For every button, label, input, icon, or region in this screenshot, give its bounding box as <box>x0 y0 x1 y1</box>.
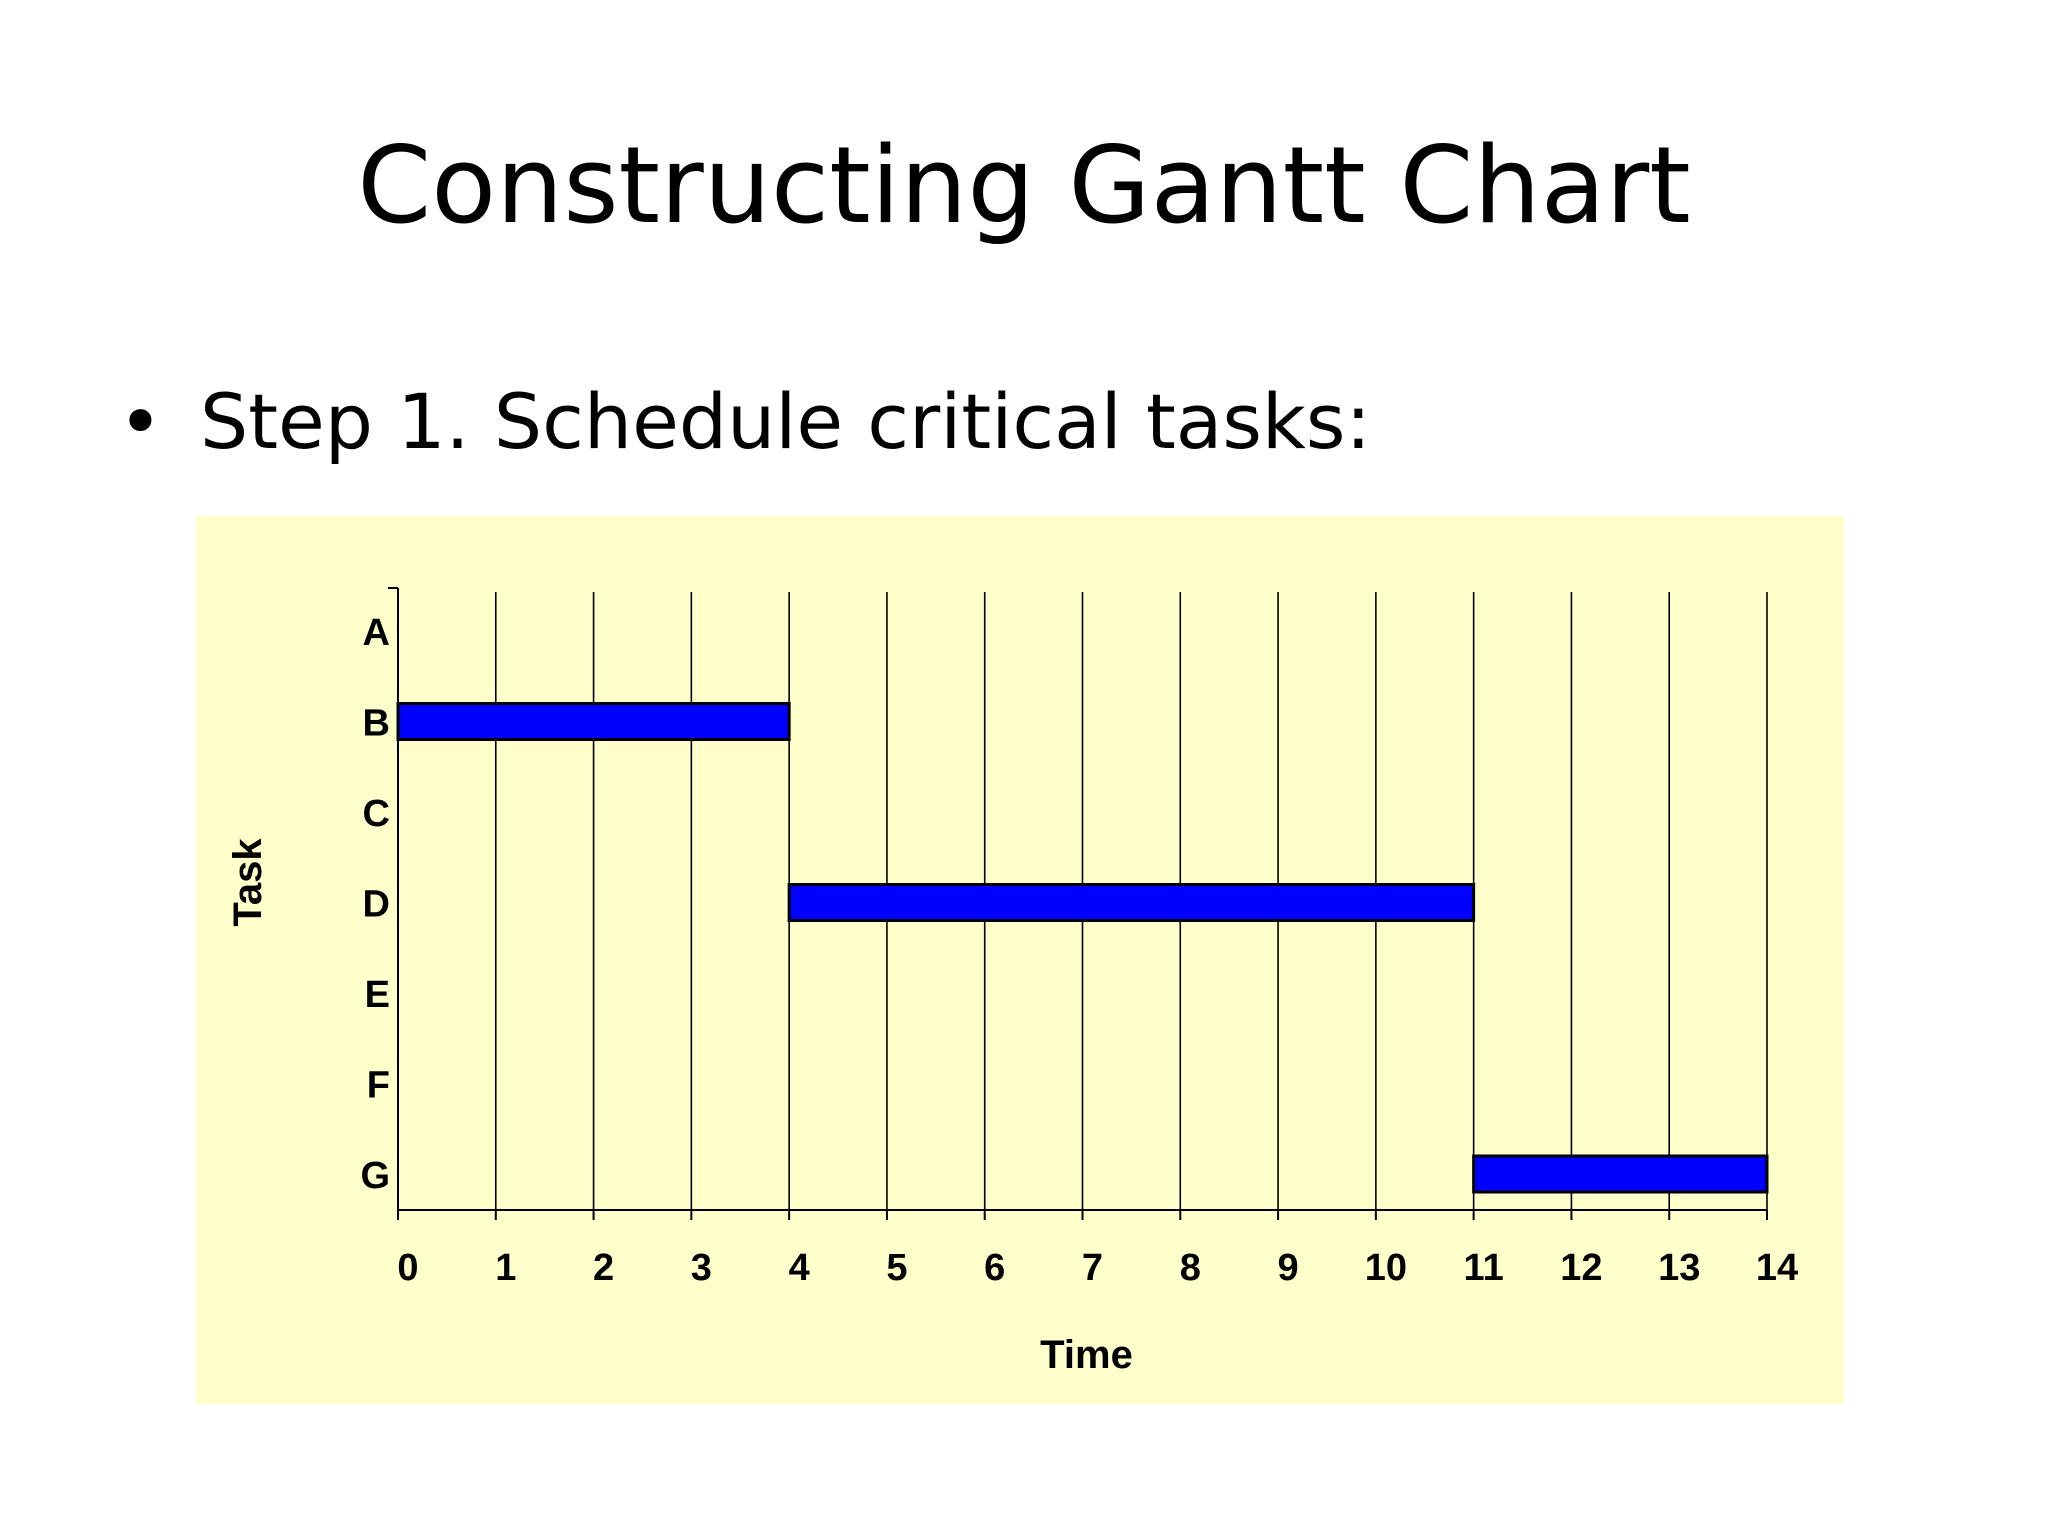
x-tick-label-8: 8 <box>1180 1247 1201 1289</box>
bullet-item: • Step 1. Schedule critical tasks: <box>118 380 1371 464</box>
gantt-bar-d <box>787 883 1476 922</box>
x-tick-label-7: 7 <box>1082 1247 1103 1289</box>
bullet-text: Step 1. Schedule critical tasks: <box>200 377 1372 466</box>
x-tick-label-13: 13 <box>1658 1247 1700 1289</box>
x-tick-label-4: 4 <box>789 1247 810 1289</box>
axes <box>388 587 1768 1220</box>
x-tick-label-0: 0 <box>397 1247 418 1289</box>
y-tick-label-g: G <box>360 1155 390 1197</box>
x-tick-label-11: 11 <box>1464 1247 1504 1289</box>
x-tick-label-12: 12 <box>1560 1247 1602 1289</box>
x-tick-label-9: 9 <box>1278 1247 1299 1289</box>
y-tick-labels: A B C D E F G <box>360 612 390 1197</box>
y-axis-label: Task <box>226 838 270 927</box>
y-tick-label-c: C <box>363 793 390 835</box>
x-tick-label-2: 2 <box>593 1247 614 1289</box>
y-tick-label-d: D <box>363 884 390 926</box>
y-tick-label-e: E <box>365 974 390 1016</box>
gantt-bar-g <box>1472 1154 1769 1194</box>
x-axis-label: Time <box>1040 1333 1133 1377</box>
y-tick-label-b: B <box>363 703 390 745</box>
slide-title: Constructing Gantt Chart <box>357 124 1691 247</box>
bullet-marker: • <box>118 377 163 466</box>
y-tick-label-a: A <box>363 612 390 654</box>
x-tick-label-10: 10 <box>1365 1247 1407 1289</box>
x-tick-labels: 0 1 2 3 4 5 6 7 8 9 10 11 12 13 14 <box>397 1247 1798 1289</box>
x-tick-label-14: 14 <box>1756 1247 1798 1289</box>
x-tick-label-5: 5 <box>886 1247 907 1289</box>
x-tick-label-1: 1 <box>495 1247 516 1289</box>
y-tick-label-f: F <box>367 1065 390 1107</box>
gantt-bar-b <box>396 702 791 741</box>
chart-background <box>196 516 1844 1404</box>
gantt-bars <box>396 702 1769 1194</box>
x-tick-label-6: 6 <box>984 1247 1005 1289</box>
x-tick-label-3: 3 <box>691 1247 712 1289</box>
